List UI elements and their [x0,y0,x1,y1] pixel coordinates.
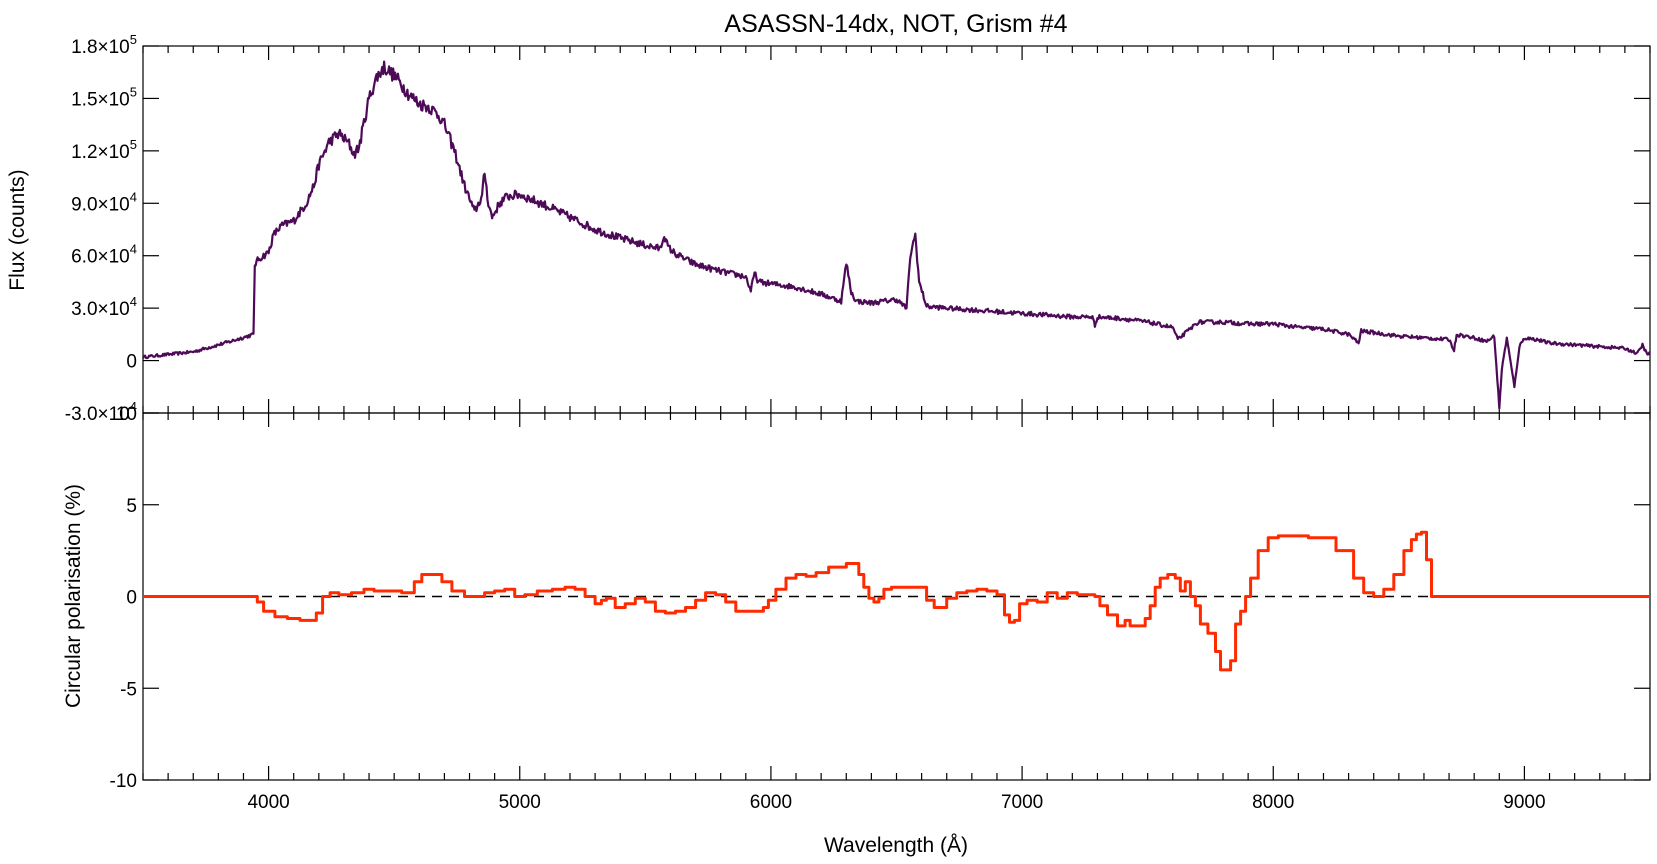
flux-ytick-label: 6.0×104 [71,242,137,268]
polarisation-ylabel: Circular polarisation (%) [62,484,85,708]
flux-series-line [141,60,1651,410]
wavelength-xtick-label: 5000 [499,792,541,813]
polarisation-ytick-label: 0 [126,588,137,609]
flux-ytick-label: 1.2×105 [71,137,137,163]
wavelength-xtick-label: 6000 [750,792,792,813]
polarisation-axis-ticks: -10 -5 0 5 10 4000 5000 6000 7000 8000 9000 [110,404,1651,813]
flux-ytick-label: 1.5×105 [71,84,137,110]
flux-ytick-label: -3.0×104 [65,399,137,425]
polarisation-ytick-label: 5 [126,496,137,517]
polarisation-ytick-label: 10 [116,404,137,425]
flux-axis-ticks: -3.0×104 0 3.0×104 6.0×104 9.0×104 1.2×105 1.5… [65,32,1651,425]
flux-panel-frame [142,45,1651,414]
polarisation-panel: -10 -5 0 5 10 4000 5000 6000 7000 8000 9000 Circul… [62,404,1651,857]
polarisation-ytick-label: -5 [120,679,137,700]
flux-ytick-label: 0 [126,352,137,373]
flux-panel: -3.0×104 0 3.0×104 6.0×104 9.0×104 1.2×105 1.5… [6,32,1651,425]
wavelength-xtick-label: 8000 [1252,792,1294,813]
flux-ytick-label: 3.0×104 [71,294,137,320]
flux-ytick-label: 1.8×105 [71,32,137,58]
wavelength-xtick-label: 7000 [1001,792,1043,813]
flux-ytick-label: 9.0×104 [71,189,137,215]
flux-ylabel: Flux (counts) [6,169,29,290]
wavelength-xtick-label: 9000 [1503,792,1545,813]
polarisation-series-line [143,530,1650,672]
polarisation-ytick-label: -10 [110,771,137,792]
wavelength-xlabel: Wavelength (Å) [824,834,968,857]
figure-title: ASASSN-14dx, NOT, Grism #4 [724,10,1067,38]
wavelength-xtick-label: 4000 [247,792,289,813]
